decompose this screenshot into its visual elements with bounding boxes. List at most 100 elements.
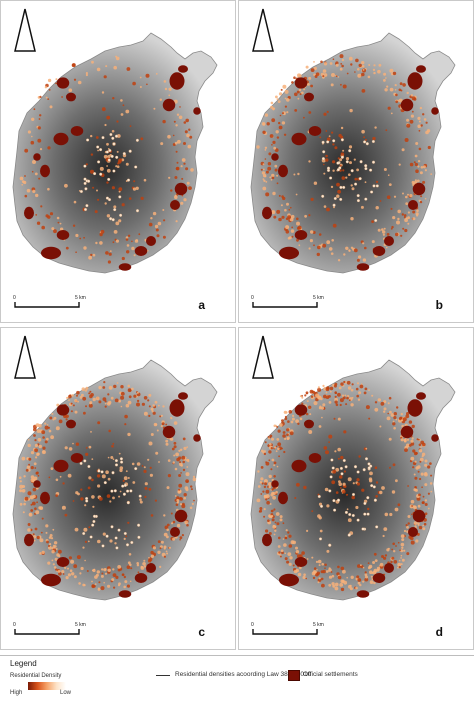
official-settlement	[308, 126, 322, 136]
official-settlement	[304, 92, 314, 102]
official-settlement	[384, 563, 394, 573]
official-settlement	[33, 480, 41, 488]
official-settlement	[408, 200, 418, 210]
scale-end-label: 5 km	[75, 622, 86, 628]
official-settlement	[41, 573, 61, 587]
official-settlement	[24, 206, 34, 220]
official-settlement	[169, 399, 185, 417]
official-settlement	[294, 77, 308, 89]
settlement-label: Official settlements	[303, 671, 358, 678]
official-settlement	[193, 434, 201, 442]
legend-title: Legend	[10, 659, 37, 668]
official-settlement	[412, 509, 426, 523]
north-arrow-icon	[252, 335, 274, 379]
gradient-high-label: High	[10, 690, 23, 696]
official-settlement	[431, 107, 439, 115]
official-settlement	[40, 491, 50, 505]
official-settlement	[56, 77, 70, 89]
scale-end-label: 5 km	[313, 622, 324, 628]
north-arrow-icon	[252, 8, 274, 52]
law-line-label: Residential densities acoording Law 3889…	[175, 671, 312, 678]
scale-start-label: 0	[13, 622, 16, 628]
official-settlement	[416, 65, 426, 73]
official-settlement	[431, 434, 439, 442]
map-panel-c: 0 5 km c	[0, 327, 236, 650]
official-settlement	[262, 206, 272, 220]
panel-label: d	[435, 625, 443, 639]
official-settlement	[33, 153, 41, 161]
scale-start-label: 0	[13, 295, 16, 301]
island-map: 0 5 km	[250, 8, 456, 308]
official-settlement	[384, 236, 394, 246]
official-settlement	[416, 392, 426, 400]
official-settlement	[66, 92, 76, 102]
official-settlement	[70, 126, 84, 136]
official-settlement	[170, 527, 180, 537]
island-terrain	[12, 32, 218, 274]
island-map: 0 5 km	[250, 335, 456, 635]
official-settlement	[40, 164, 50, 178]
legend: Legend Residential Density High Low Resi…	[0, 655, 474, 704]
official-settlement	[53, 132, 69, 146]
official-settlement	[53, 459, 69, 473]
scale-bar	[14, 629, 80, 635]
official-settlement	[278, 491, 288, 505]
official-settlement	[271, 153, 279, 161]
panel-label: c	[198, 625, 205, 639]
official-settlement	[193, 107, 201, 115]
official-settlement	[178, 392, 188, 400]
official-settlement	[308, 453, 322, 463]
scale-bar	[252, 302, 318, 308]
scale-bar	[14, 302, 80, 308]
map-panel-d: 0 5 km d	[238, 327, 474, 650]
official-settlement	[134, 573, 148, 583]
panel-label: a	[198, 298, 205, 312]
residential-density-dots	[256, 380, 433, 592]
scale-end-label: 5 km	[313, 295, 324, 301]
settlement-swatch	[288, 670, 300, 681]
scale-start-label: 0	[251, 622, 254, 628]
official-settlement	[146, 563, 156, 573]
official-settlement	[279, 246, 299, 260]
official-settlement	[134, 246, 148, 256]
official-settlement	[178, 65, 188, 73]
official-settlement	[41, 246, 61, 260]
official-settlement	[294, 404, 308, 416]
scale-bar	[252, 629, 318, 635]
gradient-low-label: Low	[60, 690, 72, 696]
official-settlement	[162, 425, 176, 439]
official-settlement	[291, 459, 307, 473]
map-panel-b: 0 5 km b	[238, 0, 474, 323]
official-settlement	[400, 425, 414, 439]
panel-label: b	[435, 298, 443, 312]
scale-start-label: 0	[251, 295, 254, 301]
official-settlement	[407, 72, 423, 90]
official-settlement	[174, 182, 188, 196]
official-settlement	[400, 98, 414, 112]
official-settlement	[291, 132, 307, 146]
island-map: 0 5 km	[12, 8, 218, 308]
scale-end-label: 5 km	[75, 295, 86, 301]
official-settlement	[66, 419, 76, 429]
official-settlement	[372, 246, 386, 256]
official-settlement	[294, 557, 308, 567]
official-settlement	[356, 590, 370, 598]
official-settlement	[279, 573, 299, 587]
official-settlement	[407, 399, 423, 417]
official-settlement	[278, 164, 288, 178]
official-settlement	[24, 533, 34, 547]
residential-density-dots	[256, 54, 433, 262]
official-settlement	[170, 200, 180, 210]
official-settlement	[372, 573, 386, 583]
island-map: 0 5 km	[12, 335, 218, 635]
official-settlement	[408, 527, 418, 537]
official-settlement	[162, 98, 176, 112]
island-terrain	[12, 359, 218, 601]
official-settlement	[169, 72, 185, 90]
official-settlement	[56, 557, 70, 567]
residential-density-dots	[19, 55, 194, 264]
official-settlement	[356, 263, 370, 271]
map-panel-a: 0 5 km a	[0, 0, 236, 323]
official-settlement	[56, 404, 70, 416]
official-settlement	[294, 230, 308, 240]
